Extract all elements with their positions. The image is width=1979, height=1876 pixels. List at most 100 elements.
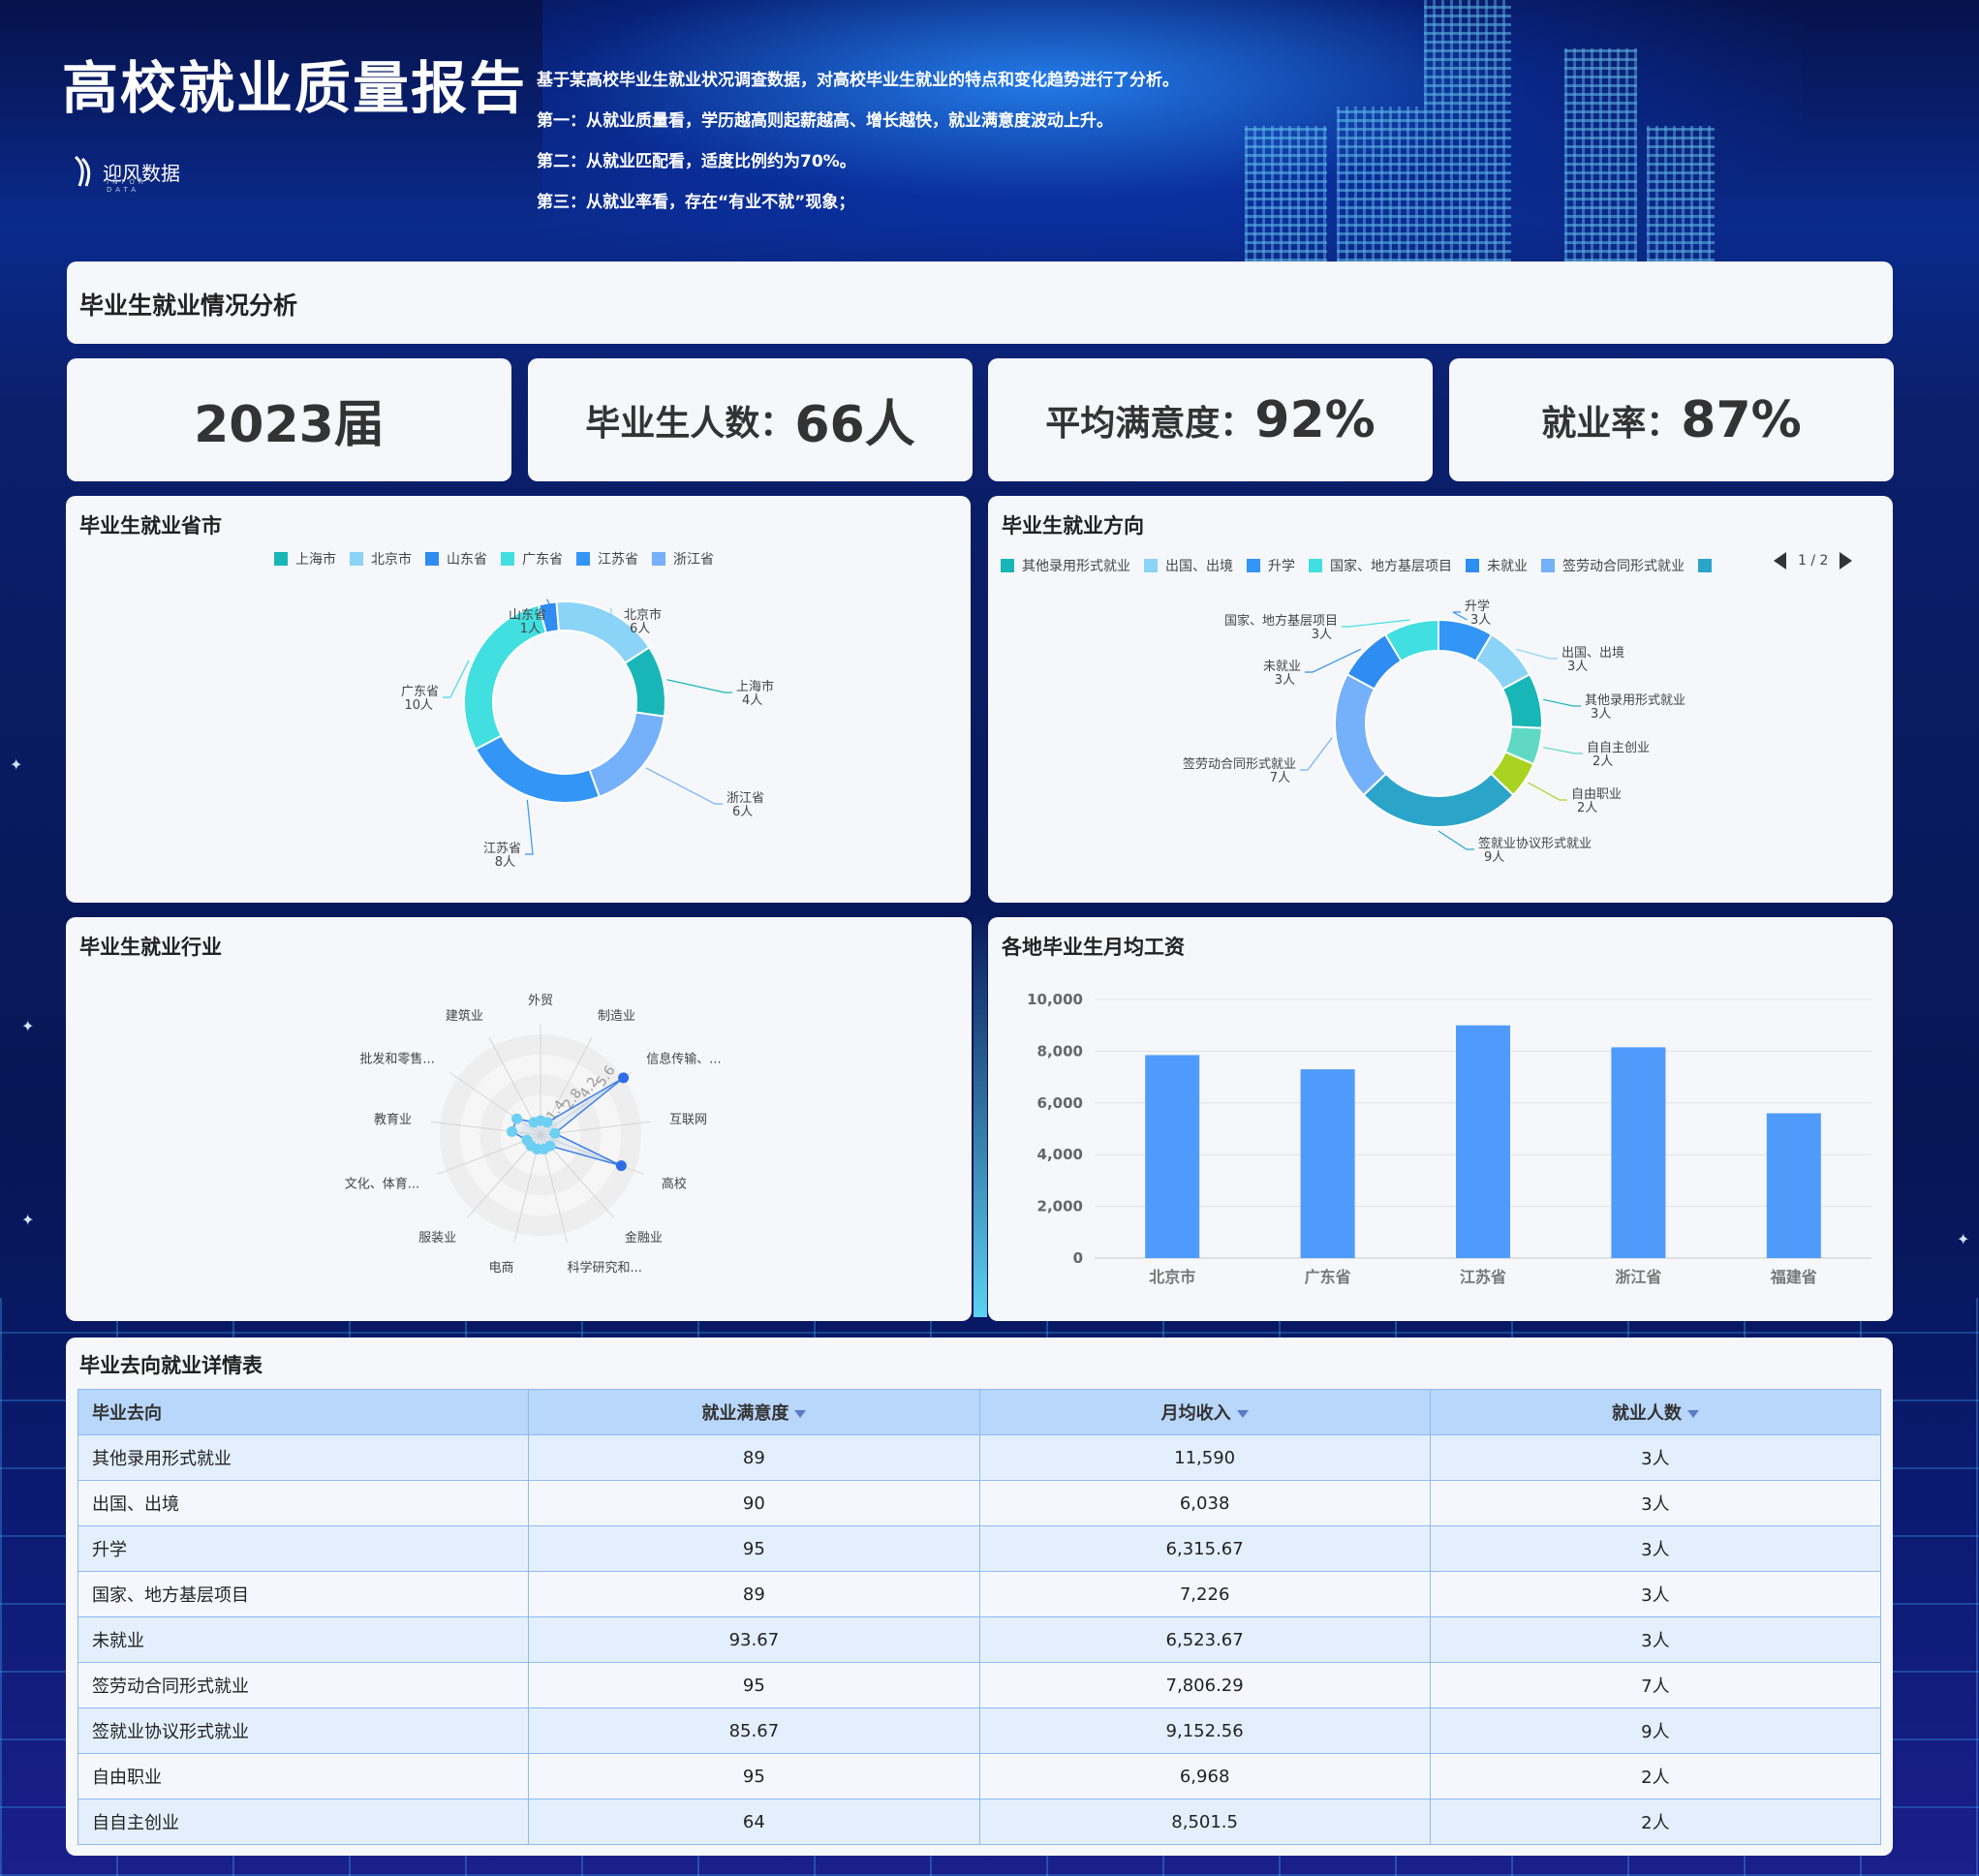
table-cell: 64	[528, 1799, 980, 1845]
legend-item[interactable]: 出国、出境	[1144, 556, 1233, 575]
table-row[interactable]: 自自主创业 64 8,501.5 2人	[77, 1799, 1882, 1845]
radar-axis-label: 服装业	[418, 1231, 456, 1246]
salary-bar[interactable]	[1456, 1025, 1510, 1258]
legend-swatch[interactable]	[1698, 559, 1712, 572]
intro-line: 第三：从就业率看，存在“有业不就”现象；	[537, 193, 855, 212]
radar-data-point[interactable]	[615, 1160, 627, 1172]
table-cell: 95	[528, 1662, 980, 1708]
province-chart-legend: 上海市 北京市 山东省 广东省 江苏省 浙江省	[274, 549, 714, 569]
legend-item[interactable]: 升学	[1247, 556, 1295, 575]
slice-name-label: 北京市	[624, 607, 662, 623]
column-header-count[interactable]: 就业人数	[1429, 1389, 1882, 1435]
label-leader-line	[1305, 648, 1362, 673]
x-tick-label: 福建省	[1770, 1268, 1817, 1286]
table-cell: 3人	[1429, 1616, 1882, 1663]
sort-down-icon[interactable]	[794, 1410, 807, 1418]
direction-chart-panel: 毕业生就业方向 其他录用形式就业 出国、出境 升学 国家、地方基层项目 未就业 签劳动合同…	[988, 496, 1893, 903]
table-row[interactable]: 出国、出境 90 6,038 3人	[77, 1480, 1882, 1526]
table-row[interactable]: 签就业协议形式就业 85.67 9,152.56 9人	[77, 1707, 1882, 1754]
donut-slice[interactable]	[1334, 672, 1388, 797]
slice-name-label: 出国、出境	[1562, 646, 1624, 661]
table-row[interactable]: 其他录用形式就业 89 11,590 3人	[77, 1434, 1882, 1481]
table-row[interactable]: 签劳动合同形式就业 95 7,806.29 7人	[77, 1662, 1882, 1708]
column-header-label: 月均收入	[1160, 1403, 1231, 1424]
radar-data-point[interactable]	[528, 1117, 540, 1128]
legend-label: 上海市	[295, 552, 336, 568]
slice-value-label: 6人	[630, 622, 650, 636]
salary-bar[interactable]	[1300, 1069, 1355, 1258]
table-row[interactable]: 未就业 93.67 6,523.67 3人	[77, 1616, 1882, 1663]
table-cell: 7,806.29	[978, 1662, 1431, 1708]
salary-bar[interactable]	[1766, 1113, 1821, 1258]
table-cell: 国家、地方基层项目	[77, 1571, 530, 1617]
label-leader-line	[1452, 611, 1468, 621]
legend-swatch	[1247, 559, 1260, 572]
y-tick-label: 0	[1073, 1249, 1083, 1267]
intro-text: 基于某高校毕业生就业状况调查数据，对高校毕业生就业的特点和变化趋势进行了分析。 …	[537, 60, 1179, 223]
legend-item[interactable]: 北京市	[350, 549, 412, 569]
donut-slice[interactable]	[555, 600, 651, 665]
province-chart-panel: 毕业生就业省市 上海市 北京市 山东省 广东省 江苏省 浙江省 上海市 4人 浙江省 6人 江苏省…	[66, 496, 971, 903]
table-body: 其他录用形式就业 89 11,590 3人 出国、出境 90 6,038 3人 升学 95 6,31…	[77, 1434, 1882, 1845]
radar-axis-label: 科学研究和...	[568, 1260, 642, 1276]
detail-table-panel: 毕业去向就业详情表 毕业去向 就业满意度 月均收入 就业人数 其他录用形式就业 8…	[66, 1338, 1893, 1856]
legend-page-indicator: 1 / 2	[1798, 553, 1829, 569]
radar-data-point[interactable]	[541, 1117, 553, 1128]
table-cell: 2人	[1429, 1753, 1882, 1799]
slice-name-label: 升学	[1465, 599, 1490, 614]
radar-data-point[interactable]	[511, 1113, 523, 1124]
radar-axis-label: 教育业	[374, 1112, 412, 1127]
radar-axis-label: 文化、体育...	[345, 1177, 419, 1192]
slice-name-label: 自由职业	[1571, 787, 1622, 802]
sort-down-icon[interactable]	[1236, 1410, 1249, 1418]
header-glow-background	[542, 0, 1802, 271]
legend-label: 出国、出境	[1165, 559, 1233, 574]
column-header-destination[interactable]: 毕业去向	[77, 1389, 530, 1435]
legend-label: 未就业	[1487, 559, 1528, 574]
radar-data-point[interactable]	[507, 1125, 518, 1137]
legend-item[interactable]: 其他录用形式就业	[1001, 556, 1130, 575]
salary-chart-panel: 各地毕业生月均工资 0 2,000 4,000 6,000 8,000 10,000 北京市…	[988, 917, 1893, 1321]
radar-data-point[interactable]	[521, 1134, 533, 1146]
legend-item[interactable]: 签劳动合同形式就业	[1541, 556, 1685, 575]
table-row[interactable]: 国家、地方基层项目 89 7,226 3人	[77, 1571, 1882, 1617]
slice-value-label: 10人	[404, 698, 433, 713]
table-row[interactable]: 升学 95 6,315.67 3人	[77, 1525, 1882, 1572]
label-leader-line	[645, 767, 723, 805]
donut-slice[interactable]	[1362, 772, 1515, 828]
legend-item[interactable]: 上海市	[274, 549, 336, 569]
table-row[interactable]: 自由职业 95 6,968 2人	[77, 1753, 1882, 1799]
salary-bar[interactable]	[1611, 1047, 1666, 1258]
star-icon: ✦	[10, 755, 23, 774]
salary-bar[interactable]	[1145, 1055, 1200, 1258]
legend-item[interactable]: 未就业	[1466, 556, 1528, 575]
slice-name-label: 未就业	[1263, 660, 1301, 674]
donut-slice[interactable]	[1383, 618, 1439, 662]
kpi-graduates-label: 毕业生人数：	[585, 403, 795, 444]
donut-slice[interactable]	[588, 711, 666, 798]
table-cell: 7人	[1429, 1662, 1882, 1708]
label-leader-line	[609, 607, 620, 622]
legend-item[interactable]: 浙江省	[652, 549, 714, 569]
y-tick-label: 4,000	[1037, 1146, 1083, 1163]
slice-value-label: 2人	[1577, 801, 1597, 815]
column-header-satisfaction[interactable]: 就业满意度	[528, 1389, 980, 1435]
sort-down-icon[interactable]	[1686, 1410, 1699, 1418]
kpi-employment-value: 87%	[1681, 390, 1802, 449]
column-header-income[interactable]: 月均收入	[978, 1389, 1431, 1435]
label-leader-line	[1438, 830, 1474, 850]
table-header-row: 毕业去向 就业满意度 月均收入 就业人数	[77, 1389, 1882, 1435]
legend-prev-icon[interactable]	[1774, 552, 1786, 569]
legend-item[interactable]: 江苏省	[576, 549, 638, 569]
legend-label: 其他录用形式就业	[1022, 559, 1130, 574]
legend-item[interactable]: 国家、地方基层项目	[1309, 556, 1452, 575]
radar-data-point[interactable]	[618, 1072, 630, 1084]
legend-item[interactable]: 广东省	[501, 549, 563, 569]
radar-data-point[interactable]	[549, 1127, 561, 1139]
column-header-label: 就业人数	[1611, 1403, 1682, 1424]
radar-axis-label: 信息传输、...	[646, 1051, 721, 1066]
donut-slice[interactable]	[474, 734, 602, 804]
legend-item[interactable]: 山东省	[425, 549, 487, 569]
legend-next-icon[interactable]	[1840, 552, 1853, 569]
